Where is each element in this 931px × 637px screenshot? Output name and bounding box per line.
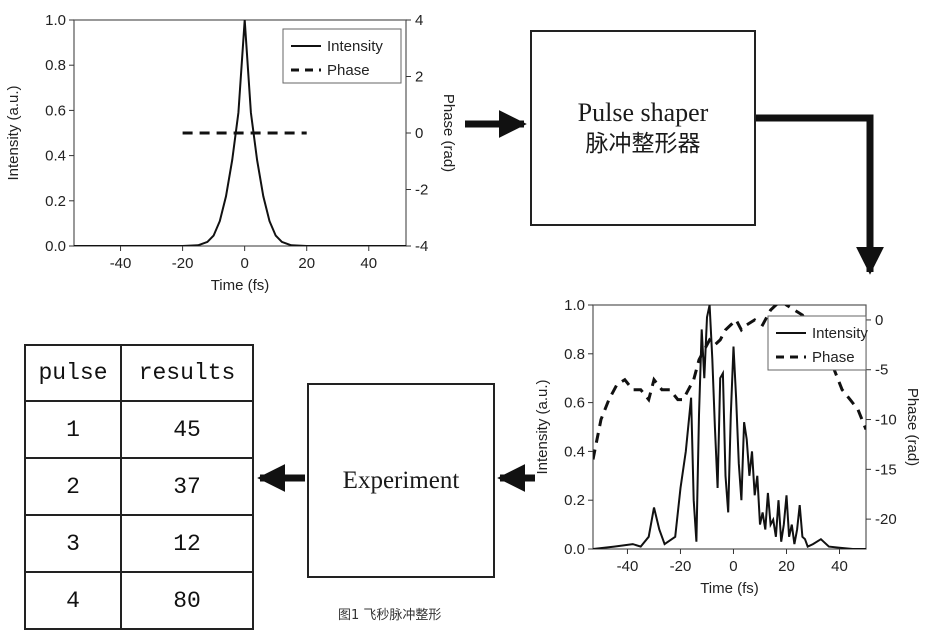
x-axis-label: Time (fs) [211, 277, 270, 294]
arrow-to-shaped-pulse [756, 114, 884, 275]
experiment-label: Experiment [342, 466, 460, 494]
x-tick-label: -40 [110, 255, 132, 272]
pulse-cell: 4 [24, 571, 122, 630]
result-cell: 80 [120, 571, 254, 630]
pulse-shaper-chinese-label: 脉冲整形器 [585, 130, 701, 157]
y2-tick-label: -10 [875, 412, 897, 429]
y-tick-label: 1.0 [564, 297, 585, 314]
experiment-box: Experiment [307, 383, 495, 578]
y-tick-label: 1.0 [45, 12, 66, 29]
x-tick-label: -20 [172, 255, 194, 272]
x-tick-label: 0 [240, 255, 248, 272]
y-tick-label: 0.2 [45, 193, 66, 210]
y-tick-label: 0.8 [45, 57, 66, 74]
y2-tick-label: -20 [875, 511, 897, 528]
y-tick-label: 0.0 [564, 541, 585, 558]
pulse-shaper-label: Pulse shaper [577, 98, 709, 128]
figure-caption: 图1 飞秒脉冲整形 [338, 608, 442, 623]
y-axis-label: Intensity (a.u.) [5, 85, 22, 180]
table-row: 1 45 [24, 400, 254, 459]
header-pulse: pulse [24, 344, 122, 402]
x-tick-label: 40 [360, 255, 377, 272]
results-table: pulse results 1 45 2 37 3 12 4 80 [24, 344, 254, 630]
table-row: 3 12 [24, 514, 254, 573]
pulse-cell: 2 [24, 457, 122, 516]
y2-tick-label: 0 [415, 125, 423, 142]
x-tick-label: -20 [670, 558, 692, 575]
table-header-row: pulse results [24, 344, 254, 402]
header-results: results [120, 344, 254, 402]
input-pulse-chart: -40 -20 0 20 400.00.20.40.60.81.0-4-2024Time… [5, 12, 457, 294]
x-tick-label: -40 [617, 558, 639, 575]
y-tick-label: 0.4 [45, 148, 66, 165]
legend-entry: Phase [812, 349, 855, 366]
pulse-cell: 1 [24, 400, 122, 459]
y-tick-label: 0.6 [45, 102, 66, 119]
y2-tick-label: -2 [415, 182, 428, 199]
y-axis-label: Intensity (a.u.) [534, 379, 551, 474]
y-tick-label: 0.0 [45, 238, 66, 255]
y2-axis-label: Phase (rad) [904, 388, 921, 466]
x-tick-label: 20 [298, 255, 315, 272]
y2-tick-label: -15 [875, 461, 897, 478]
y2-tick-label: -4 [415, 238, 428, 255]
y-tick-label: 0.6 [564, 395, 585, 412]
result-cell: 45 [120, 400, 254, 459]
legend-entry: Phase [327, 62, 370, 79]
x-tick-label: 0 [729, 558, 737, 575]
table-row: 4 80 [24, 571, 254, 630]
legend-entry: Intensity [327, 38, 383, 55]
x-axis-label: Time (fs) [700, 580, 759, 597]
series-line-phase [593, 305, 866, 460]
y-tick-label: 0.4 [564, 443, 585, 460]
x-tick-label: 20 [778, 558, 795, 575]
pulse-shaper-box: Pulse shaper 脉冲整形器 [530, 30, 756, 226]
y-tick-label: 0.2 [564, 492, 585, 509]
legend-entry: Intensity [812, 325, 868, 342]
y2-axis-label: Phase (rad) [440, 94, 457, 172]
shaped-pulse-chart: -40 -20 0 20 40 0.0 0.2 0.4 0.6 0.8 1.0 0 -5 -10 -15 -2… [534, 297, 921, 597]
x-tick-label: 40 [831, 558, 848, 575]
result-cell: 37 [120, 457, 254, 516]
result-cell: 12 [120, 514, 254, 573]
y2-tick-label: 2 [415, 69, 423, 86]
y2-tick-label: 0 [875, 312, 883, 329]
table-row: 2 37 [24, 457, 254, 516]
y-tick-label: 0.8 [564, 346, 585, 363]
series-line-intensity [593, 305, 866, 549]
pulse-cell: 3 [24, 514, 122, 573]
series-line-intensity [74, 20, 406, 246]
y2-tick-label: -5 [875, 362, 888, 379]
legend-box [282, 28, 402, 84]
y2-tick-label: 4 [415, 12, 423, 29]
legend-box [767, 315, 867, 371]
